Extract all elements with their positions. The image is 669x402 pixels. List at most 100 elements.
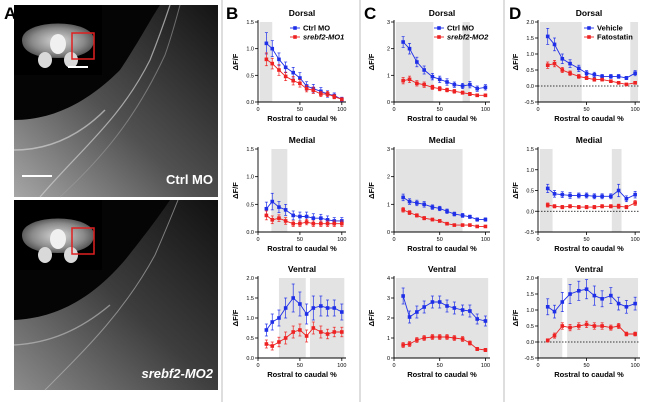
data-point — [592, 77, 597, 82]
x-axis-label: Rostral to caudal % — [407, 244, 477, 253]
y-axis-label: ΔF/F — [231, 53, 240, 70]
data-point — [407, 46, 412, 51]
chart-C-dorsal: 0 1 2 3 0 50 100 Dorsal Rostral to caudal % ΔF/F C… — [367, 8, 490, 123]
chart-title: Ventral — [288, 264, 316, 274]
y-tick-label: 2.0 — [246, 276, 254, 282]
legend-label: Vehicle — [597, 24, 623, 33]
data-point — [430, 74, 435, 79]
y-tick-label: 1.5 — [526, 147, 534, 153]
y-tick-label: 1 — [387, 202, 390, 208]
data-point — [430, 335, 435, 339]
chart-B-dorsal: 0.0 0.5 1.0 1.5 0 50 100 Dorsal Rostral to cauda… — [231, 8, 346, 123]
data-point — [616, 188, 621, 193]
y-tick-label: 0.0 — [246, 230, 254, 236]
y-tick-label: 1 — [387, 336, 390, 342]
y-tick-label: -0.5 — [525, 100, 534, 106]
data-point — [407, 77, 412, 82]
shaded-region — [309, 278, 345, 358]
series-red — [264, 321, 344, 351]
inset-roi-box-bottom — [71, 227, 95, 255]
x-axis-label: Rostral to caudal % — [554, 244, 624, 253]
data-point — [545, 34, 550, 39]
data-point — [319, 304, 323, 308]
panel-label-a: A — [4, 4, 16, 23]
data-point — [437, 206, 442, 211]
y-axis-label: ΔF/F — [367, 53, 376, 70]
x-axis-label: Rostral to caudal % — [267, 114, 337, 123]
legend-marker — [587, 35, 591, 39]
chart-B-medial: 0.0 0.5 1.0 1.5 0 50 100 Medial Rostral to cauda… — [231, 135, 346, 253]
image-label-ctrl-mo: Ctrl MO — [166, 172, 213, 187]
data-point — [545, 203, 550, 207]
data-point — [600, 194, 604, 199]
y-tick-label: 0 — [387, 230, 390, 236]
data-point — [568, 71, 572, 75]
y-tick-label: 0.0 — [246, 356, 254, 362]
data-point — [332, 330, 337, 334]
x-tick-label: 0 — [256, 363, 259, 369]
data-point — [422, 82, 426, 87]
shaded-region — [395, 22, 434, 102]
data-point — [415, 213, 419, 218]
inset-roi-box — [71, 32, 95, 60]
x-tick-label: 50 — [297, 363, 303, 369]
data-point — [291, 70, 295, 75]
y-tick-label: 1.0 — [246, 47, 254, 53]
y-tick-label: 1.5 — [526, 36, 534, 42]
data-point — [545, 63, 550, 67]
data-point — [325, 332, 330, 336]
y-tick-label: 1.5 — [526, 292, 534, 298]
x-axis-label: Rostral to caudal % — [554, 370, 624, 379]
data-point — [452, 223, 457, 227]
data-point — [616, 81, 621, 85]
x-tick-label: 50 — [437, 237, 443, 243]
data-point — [270, 218, 275, 222]
x-tick-label: 50 — [437, 107, 443, 113]
data-point — [415, 81, 419, 86]
data-point — [437, 219, 442, 223]
data-point — [483, 319, 488, 323]
chart-D-medial: -0.5 0.0 0.5 1.0 1.5 0 50 100 Medial Rostral to c… — [511, 135, 640, 253]
data-point — [264, 41, 269, 46]
shaded-region — [611, 149, 622, 232]
data-point — [452, 336, 457, 340]
y-axis-label: ΔF/F — [511, 53, 520, 70]
data-point — [568, 204, 572, 209]
data-point — [430, 300, 435, 304]
data-point — [609, 293, 613, 298]
data-point — [577, 74, 581, 79]
y-tick-label: 2 — [387, 175, 390, 181]
data-point — [401, 294, 405, 298]
panel-label-c: C — [364, 4, 376, 23]
data-point — [483, 93, 488, 98]
x-tick-label: 100 — [337, 107, 346, 113]
data-point — [584, 71, 589, 75]
data-point — [475, 93, 479, 98]
x-tick-label: 100 — [337, 237, 346, 243]
data-point — [319, 330, 323, 334]
data-point — [568, 325, 572, 330]
data-point — [475, 317, 479, 321]
data-point — [633, 81, 637, 85]
data-point — [277, 216, 281, 220]
series-blue — [545, 183, 637, 203]
data-point — [600, 77, 604, 82]
x-tick-label: 50 — [297, 107, 303, 113]
y-tick-label: 2.0 — [526, 20, 534, 26]
data-point — [584, 322, 589, 327]
data-point — [270, 61, 275, 66]
data-point — [264, 328, 269, 332]
data-point — [283, 74, 288, 79]
data-point — [545, 305, 550, 309]
data-point — [430, 85, 435, 90]
data-point — [475, 217, 479, 222]
data-point — [475, 224, 479, 229]
data-point — [624, 82, 629, 87]
data-point — [283, 208, 288, 212]
data-point — [600, 74, 604, 79]
data-point — [277, 340, 281, 344]
y-tick-label: 0.5 — [526, 189, 534, 195]
